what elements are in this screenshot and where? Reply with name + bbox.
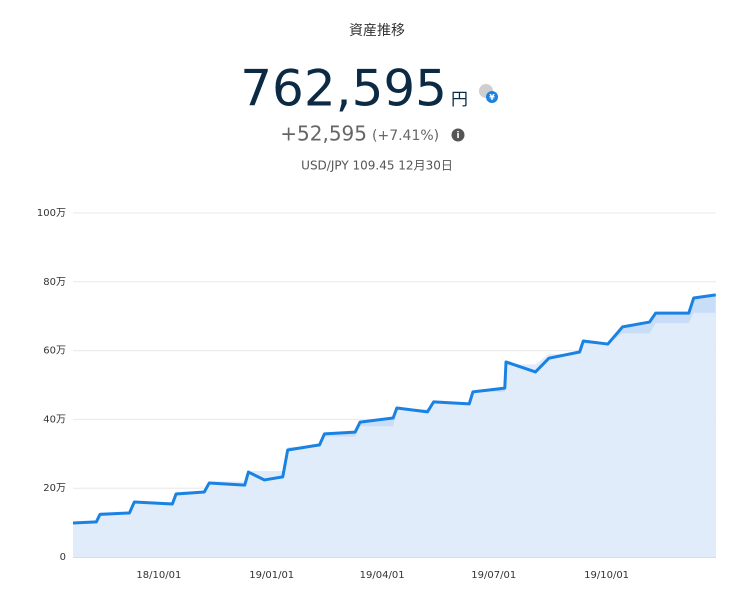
svg-text:i: i [456,131,459,141]
svg-text:¥: ¥ [489,93,495,102]
area [73,312,716,557]
unit: 円 [451,90,468,110]
x-tick-label: 19/07/01 [471,570,516,581]
x-tick-label: 19/10/01 [584,570,629,581]
change: +52,595 [280,122,367,146]
currency-toggle[interactable]: ¥ [479,84,498,103]
y-tick-label: 20万 [43,483,66,494]
title: 資産推移 [349,23,405,39]
change-pct: (+7.41%) [372,128,439,144]
y-tick-label: 40万 [43,414,66,425]
total-value: 762,595 [240,60,447,118]
line [72,293,716,525]
x-tick-label: 19/04/01 [360,570,405,581]
y-tick-label: 0 [60,552,66,563]
fx-rate: USD/JPY 109.45 12月30日 [301,159,453,173]
x-tick-label: 19/01/01 [249,570,294,581]
y-tick-label: 60万 [43,346,66,357]
x-tick-label: 18/10/01 [136,570,181,581]
info-icon[interactable]: i [451,128,465,142]
y-tick-label: 80万 [43,277,66,288]
y-tick-label: 100万 [37,208,66,219]
plot: 0 20万 40万 60万 80万 100万 18/10/01 19/01/01 19/04/0… [37,208,716,581]
